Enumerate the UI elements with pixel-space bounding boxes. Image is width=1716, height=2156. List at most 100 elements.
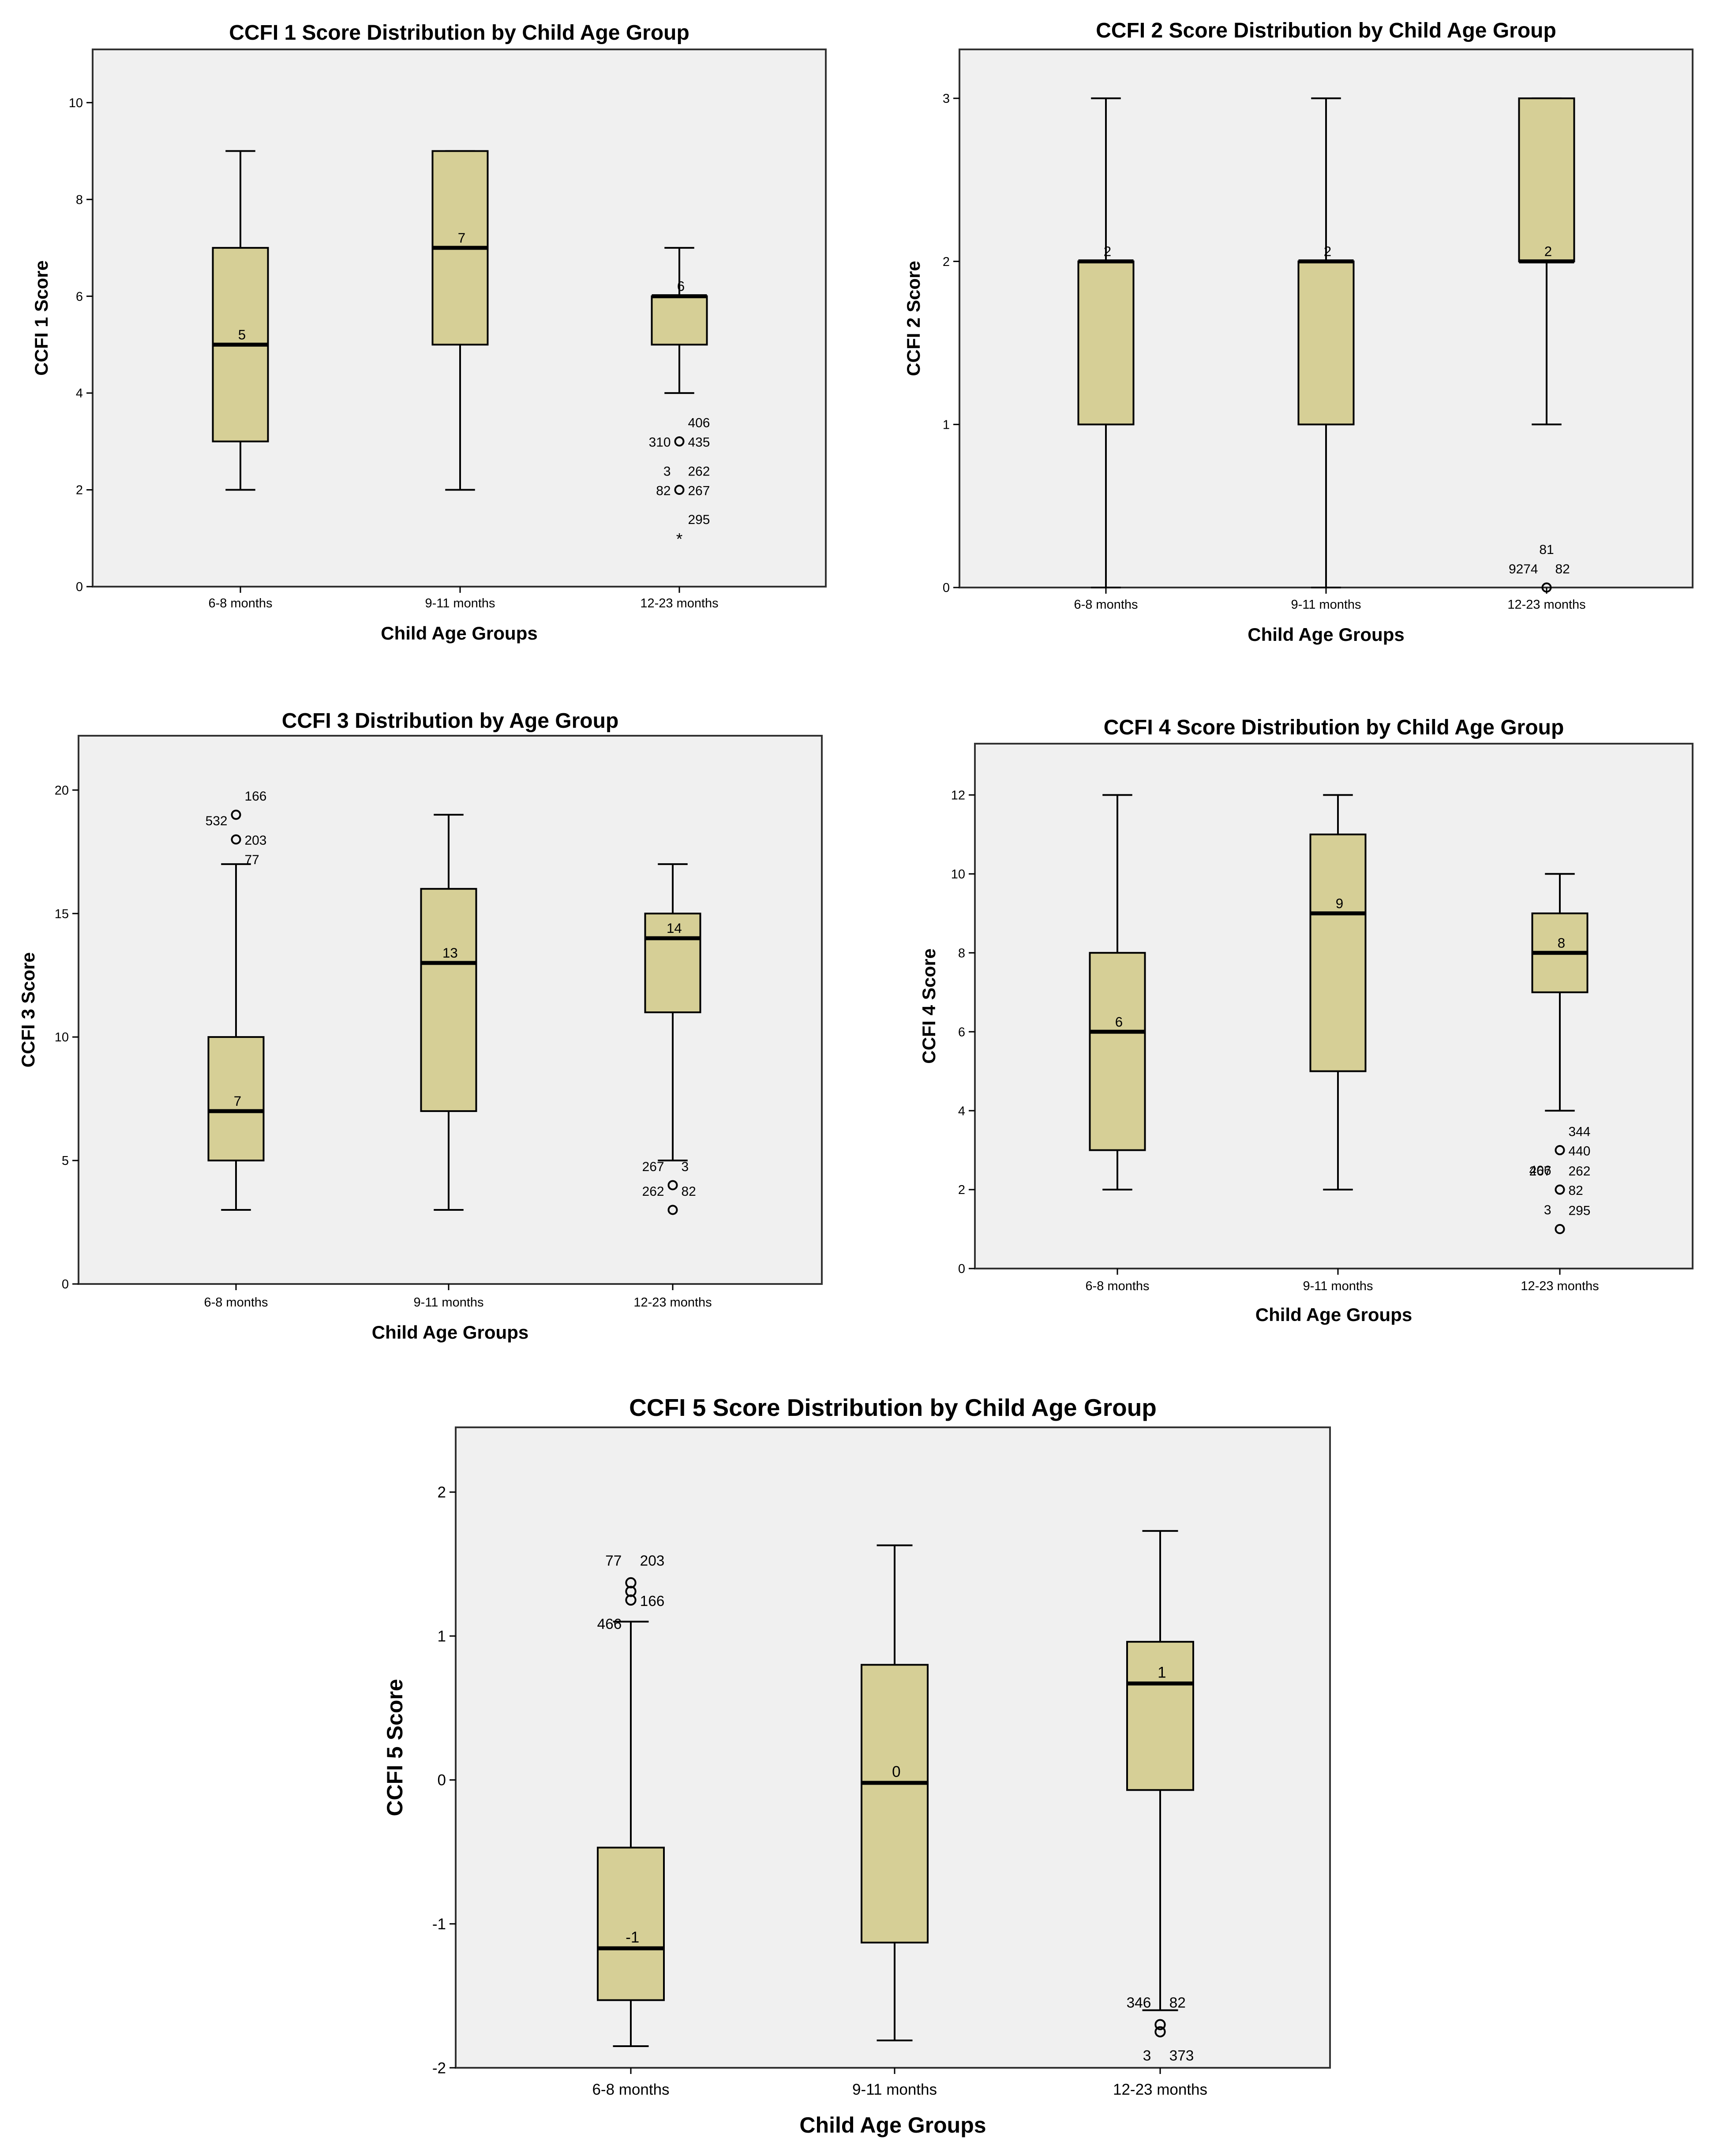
median-label: 5 (238, 327, 246, 342)
outlier-case-label: 310 (649, 435, 671, 450)
outlier-point (1555, 1145, 1565, 1156)
chart-panel-2: CCFI 2 Score Distribution by Child Age G… (903, 19, 1694, 645)
outlier-case-label: 77 (605, 1553, 622, 1569)
y-axis-title: CCFI 2 Score (903, 261, 924, 376)
outlier-point (1154, 2026, 1166, 2038)
median-label: 6 (1115, 1014, 1123, 1029)
iqr-box (1309, 833, 1367, 1072)
y-tick-label: 4 (958, 1104, 965, 1118)
x-axis-title: Child Age Groups (372, 1322, 528, 1343)
box-9-11-months: 0 (861, 1544, 929, 2042)
outlier-case-label: 295 (688, 513, 710, 527)
chart-panel-1: CCFI 1 Score Distribution by Child Age G… (31, 21, 827, 644)
x-axis-title: Child Age Groups (1248, 624, 1404, 645)
outlier-point (667, 1180, 678, 1190)
box-6-8-months: 2 (1077, 97, 1135, 588)
outlier-point (1154, 2019, 1166, 2030)
x-tick-label: 12-23 months (633, 1295, 712, 1310)
outlier-case-label: 82 (656, 483, 671, 498)
outlier-case-label: 262 (642, 1184, 664, 1199)
outlier-case-label: 82 (1169, 1995, 1186, 2011)
iqr-box (597, 1846, 665, 2001)
median-label: -1 (626, 1929, 639, 1946)
outlier-case-label: 9274 (1509, 562, 1538, 576)
box-6-8-months: -1 77 203 166 466 (597, 1553, 665, 2047)
y-tick-label: 6 (958, 1025, 965, 1039)
outlier-case-label: 262 (688, 464, 710, 479)
outlier-case-label: 203 (640, 1553, 665, 1569)
chart-title: CCFI 2 Score Distribution by Child Age G… (1096, 19, 1556, 42)
outlier-case-label: 82 (1555, 562, 1570, 576)
x-tick-label: 6-8 months (1074, 598, 1138, 612)
median-label: 8 (1558, 935, 1565, 951)
chart-title: CCFI 1 Score Distribution by Child Age G… (229, 21, 689, 45)
outlier-case-label: 262 (1569, 1164, 1591, 1179)
y-axis-title: CCFI 4 Score (918, 948, 939, 1063)
median-label: 7 (458, 230, 465, 246)
outlier-case-label: 203 (245, 833, 267, 848)
outlier-case-label: 532 (206, 814, 228, 828)
box-6-8-months: 5 (212, 150, 269, 491)
outlier-point (231, 809, 241, 820)
box-12-23-months: 8 344 440 406 262 267 82 3 295 (1529, 873, 1591, 1235)
outlier-case-label: 82 (682, 1184, 696, 1199)
median-label: 7 (234, 1093, 241, 1109)
y-tick-label: 0 (943, 581, 950, 595)
y-tick-label: 10 (951, 867, 965, 881)
box-9-11-months: 2 (1297, 97, 1355, 588)
outlier-case-label: 466 (597, 1616, 622, 1632)
median-label: 2 (1104, 244, 1111, 259)
outlier-case-label: 3 (1544, 1203, 1551, 1217)
chart-panel-4: CCFI 4 Score Distribution by Child Age G… (918, 716, 1694, 1325)
y-tick-label: -1 (432, 1916, 446, 1933)
x-tick-label: 9-11 months (1291, 598, 1361, 612)
outlier-case-label: 267 (1529, 1164, 1551, 1179)
y-axis-title: CCFI 5 Score (382, 1679, 407, 1816)
y-tick-label: 2 (958, 1183, 965, 1197)
y-tick-label: 2 (76, 483, 83, 498)
outlier-point (1541, 582, 1552, 593)
outlier-point (674, 485, 685, 495)
iqr-box (1126, 1641, 1194, 1791)
median-label: 14 (667, 921, 682, 936)
outlier-case-label: 295 (1569, 1203, 1591, 1218)
box-9-11-months: 9 (1309, 794, 1367, 1191)
outlier-case-label: 267 (642, 1160, 664, 1174)
outlier-case-label: 3 (1143, 2048, 1151, 2064)
chart-title: CCFI 4 Score Distribution by Child Age G… (1104, 716, 1564, 739)
box-12-23-months: 14 267 3 262 82 (642, 863, 701, 1215)
outlier-case-label: 435 (688, 435, 710, 450)
chart-title: CCFI 3 Distribution by Age Group (282, 709, 619, 733)
iqr-box (1077, 260, 1135, 426)
outlier-case-label: 166 (640, 1593, 665, 1610)
x-tick-label: 12-23 months (1521, 1279, 1599, 1293)
iqr-box (651, 295, 708, 346)
y-axis-title: CCFI 1 Score (31, 260, 52, 375)
x-tick-label: 6-8 months (204, 1295, 268, 1310)
x-tick-label: 12-23 months (640, 596, 718, 610)
outlier-star: * (676, 530, 683, 548)
box-9-11-months: 7 (431, 150, 489, 491)
y-tick-label: 2 (943, 255, 950, 269)
y-tick-label: 4 (76, 386, 83, 401)
outlier-case-label: 3 (682, 1160, 689, 1174)
y-tick-label: 3 (943, 92, 950, 106)
y-tick-label: 1 (438, 1628, 446, 1645)
y-axis-title: CCFI 3 Score (18, 952, 38, 1067)
x-tick-label: 9-11 months (413, 1295, 483, 1310)
iqr-box (644, 913, 701, 1014)
y-tick-label: 5 (62, 1154, 69, 1168)
y-tick-label: 20 (55, 783, 69, 797)
median-label: 2 (1544, 244, 1552, 259)
chart-panel-5: CCFI 5 Score Distribution by Child Age G… (382, 1394, 1331, 2137)
box-12-23-months: 6 406 310 435 3 262 82 267 * 295 (649, 247, 710, 548)
iqr-box (1089, 952, 1146, 1151)
y-tick-label: 0 (958, 1262, 965, 1276)
median-label: 9 (1336, 896, 1343, 911)
x-tick-label: 9-11 months (1303, 1279, 1373, 1293)
y-tick-label: 0 (438, 1772, 446, 1789)
x-tick-label: 6-8 months (1085, 1279, 1149, 1293)
outlier-point (1555, 1184, 1565, 1195)
x-axis-title: Child Age Groups (1255, 1304, 1412, 1325)
